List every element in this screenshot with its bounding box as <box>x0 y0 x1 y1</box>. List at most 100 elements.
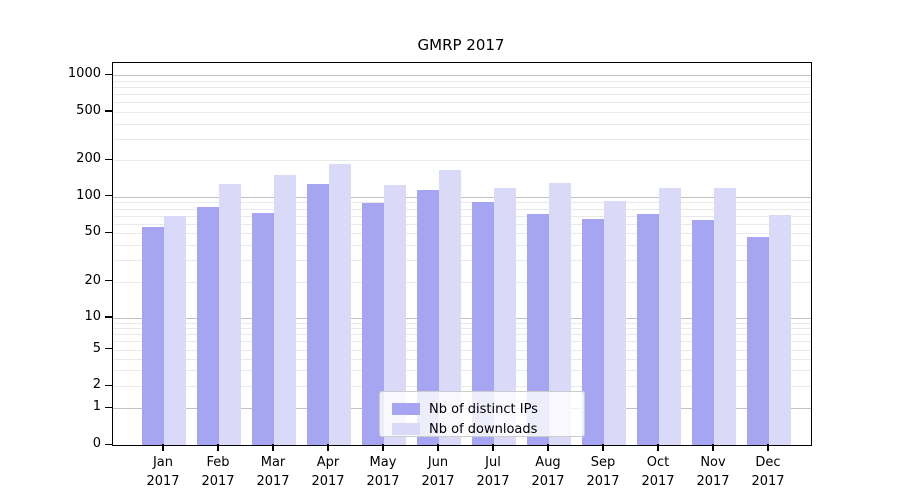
bar-downloads-jun <box>439 170 461 445</box>
gridline-800 <box>113 87 811 89</box>
x-tick-label-sep: Sep 2017 <box>586 455 620 489</box>
y-tick-mark-50 <box>105 231 112 233</box>
gridline-10 <box>113 318 811 319</box>
y-tick-mark-1 <box>105 406 112 408</box>
gridline-8 <box>113 328 811 329</box>
legend-item-downloads: Nb of downloads <box>392 419 574 439</box>
y-tick-label-0: 0 <box>92 436 101 452</box>
y-tick-mark-5 <box>105 348 112 350</box>
legend: Nb of distinct IPs Nb of downloads <box>379 391 585 437</box>
y-tick-label-500: 500 <box>76 102 101 118</box>
bar-distinct-ips-sep <box>582 219 604 445</box>
bar-downloads-sep <box>604 200 626 445</box>
bar-distinct-ips-feb <box>197 207 219 445</box>
gridline-5 <box>113 349 811 351</box>
x-tick-label-apr: Apr 2017 <box>311 455 345 489</box>
gridline-6 <box>113 341 811 343</box>
bar-downloads-feb <box>219 184 241 445</box>
bar-downloads-aug <box>549 182 571 445</box>
bar-downloads-mar <box>274 174 296 445</box>
x-tick-mark-5 <box>437 444 439 451</box>
y-tick-mark-10 <box>105 316 112 318</box>
x-tick-mark-6 <box>492 444 494 451</box>
bar-distinct-ips-jun <box>417 190 439 445</box>
chart-title: GMRP 2017 <box>417 36 505 54</box>
legend-swatch-downloads <box>392 423 420 435</box>
x-tick-mark-8 <box>602 444 604 451</box>
gridline-100 <box>113 196 811 198</box>
bar-distinct-ips-apr <box>307 183 329 445</box>
bar-distinct-ips-jul <box>472 201 494 445</box>
x-tick-mark-0 <box>162 444 164 451</box>
bar-downloads-nov <box>714 187 736 445</box>
gridline-3 <box>113 370 811 372</box>
gridline-2 <box>113 386 811 388</box>
x-tick-label-aug: Aug 2017 <box>531 455 565 489</box>
gridline-500 <box>113 111 811 113</box>
y-tick-mark-20 <box>105 279 112 282</box>
y-tick-label-20: 20 <box>84 272 101 288</box>
gridline-7 <box>113 334 811 336</box>
bar-downloads-may <box>384 185 406 445</box>
x-tick-mark-3 <box>327 444 329 451</box>
x-tick-mark-9 <box>657 444 659 451</box>
bar-distinct-ips-jan <box>142 227 164 445</box>
bar-distinct-ips-may <box>362 202 384 445</box>
x-tick-mark-10 <box>712 444 714 451</box>
y-tick-label-1: 1 <box>92 399 101 415</box>
bar-downloads-dec <box>769 214 791 445</box>
y-tick-label-5: 5 <box>92 340 101 356</box>
y-tick-mark-500 <box>105 110 112 112</box>
y-tick-label-100: 100 <box>76 187 101 203</box>
gridline-50 <box>113 233 811 235</box>
gridline-900 <box>113 80 811 82</box>
bar-distinct-ips-aug <box>527 214 549 445</box>
x-tick-label-jul: Jul 2017 <box>476 455 510 489</box>
gridline-80 <box>113 208 811 210</box>
gridline-200 <box>113 160 811 162</box>
y-tick-mark-0 <box>105 443 112 445</box>
y-tick-mark-2 <box>105 384 112 386</box>
bar-downloads-apr <box>329 163 351 445</box>
gridline-70 <box>113 215 811 217</box>
bar-distinct-ips-dec <box>747 236 769 445</box>
bar-distinct-ips-mar <box>252 212 274 445</box>
x-tick-mark-1 <box>217 444 219 451</box>
bar-downloads-jan <box>164 215 186 445</box>
x-tick-mark-2 <box>272 444 274 451</box>
bar-downloads-oct <box>659 188 681 445</box>
y-tick-label-10: 10 <box>84 309 101 324</box>
gridline-40 <box>113 245 811 246</box>
y-tick-label-1000: 1000 <box>67 66 101 82</box>
gridline-30 <box>113 260 811 262</box>
gridline-20 <box>113 281 811 283</box>
y-tick-label-200: 200 <box>76 151 101 167</box>
y-tick-mark-100 <box>105 195 112 197</box>
y-tick-mark-1000 <box>105 73 112 75</box>
gridline-400 <box>113 123 811 125</box>
x-tick-label-mar: Mar 2017 <box>256 455 290 489</box>
gridline-600 <box>113 102 811 104</box>
x-tick-label-oct: Oct 2017 <box>641 455 675 489</box>
legend-swatch-distinct-ips <box>392 403 420 415</box>
x-tick-mark-7 <box>547 444 549 451</box>
x-tick-label-may: May 2017 <box>366 455 400 489</box>
x-tick-label-jan: Jan 2017 <box>146 455 180 489</box>
legend-item-distinct-ips: Nb of distinct IPs <box>392 399 574 419</box>
gridline-4 <box>113 358 811 360</box>
gridline-700 <box>113 94 811 96</box>
legend-label-distinct-ips: Nb of distinct IPs <box>429 401 538 417</box>
bar-distinct-ips-oct <box>637 214 659 445</box>
x-tick-label-dec: Dec 2017 <box>751 455 785 489</box>
gridline-300 <box>113 138 811 140</box>
x-tick-label-feb: Feb 2017 <box>201 455 235 489</box>
x-tick-label-jun: Jun 2017 <box>421 455 455 489</box>
gridline-90 <box>113 202 811 204</box>
plot-area: Nb of distinct IPs Nb of downloads <box>112 62 812 446</box>
gridline-9 <box>113 322 811 324</box>
gridline-1000 <box>113 75 811 77</box>
y-tick-label-50: 50 <box>84 224 101 240</box>
y-tick-label-2: 2 <box>92 377 101 393</box>
y-tick-mark-200 <box>105 158 112 160</box>
